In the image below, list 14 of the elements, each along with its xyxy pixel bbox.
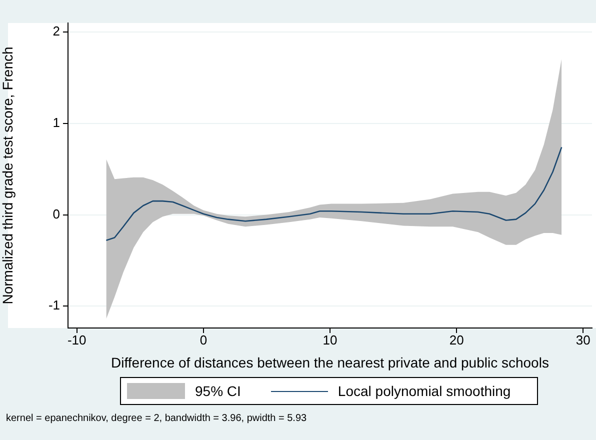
y-tick-label: 2 bbox=[52, 24, 60, 39]
x-tick-label: 0 bbox=[200, 332, 208, 348]
x-axis-title: Difference of distances between the nearest private and public schools bbox=[111, 354, 549, 370]
x-tick-label: 30 bbox=[576, 332, 590, 348]
x-tick-label: -10 bbox=[67, 332, 86, 348]
legend-label: Local polynomial smoothing bbox=[338, 383, 511, 399]
x-tick-label: 20 bbox=[449, 332, 464, 348]
y-axis-title: Normalized third grade test score, French bbox=[0, 46, 16, 304]
text: kernel = epanechnikov, degree = 2, bandwidth = 3.96, pwidth = 5.93 bbox=[6, 413, 307, 424]
x-tick-label: 10 bbox=[322, 332, 338, 348]
y-tick-label: 0 bbox=[52, 206, 60, 222]
text: 95% CI bbox=[195, 383, 241, 399]
y-tick-label: -1 bbox=[48, 298, 60, 313]
y-tick-label: 1 bbox=[52, 115, 60, 130]
